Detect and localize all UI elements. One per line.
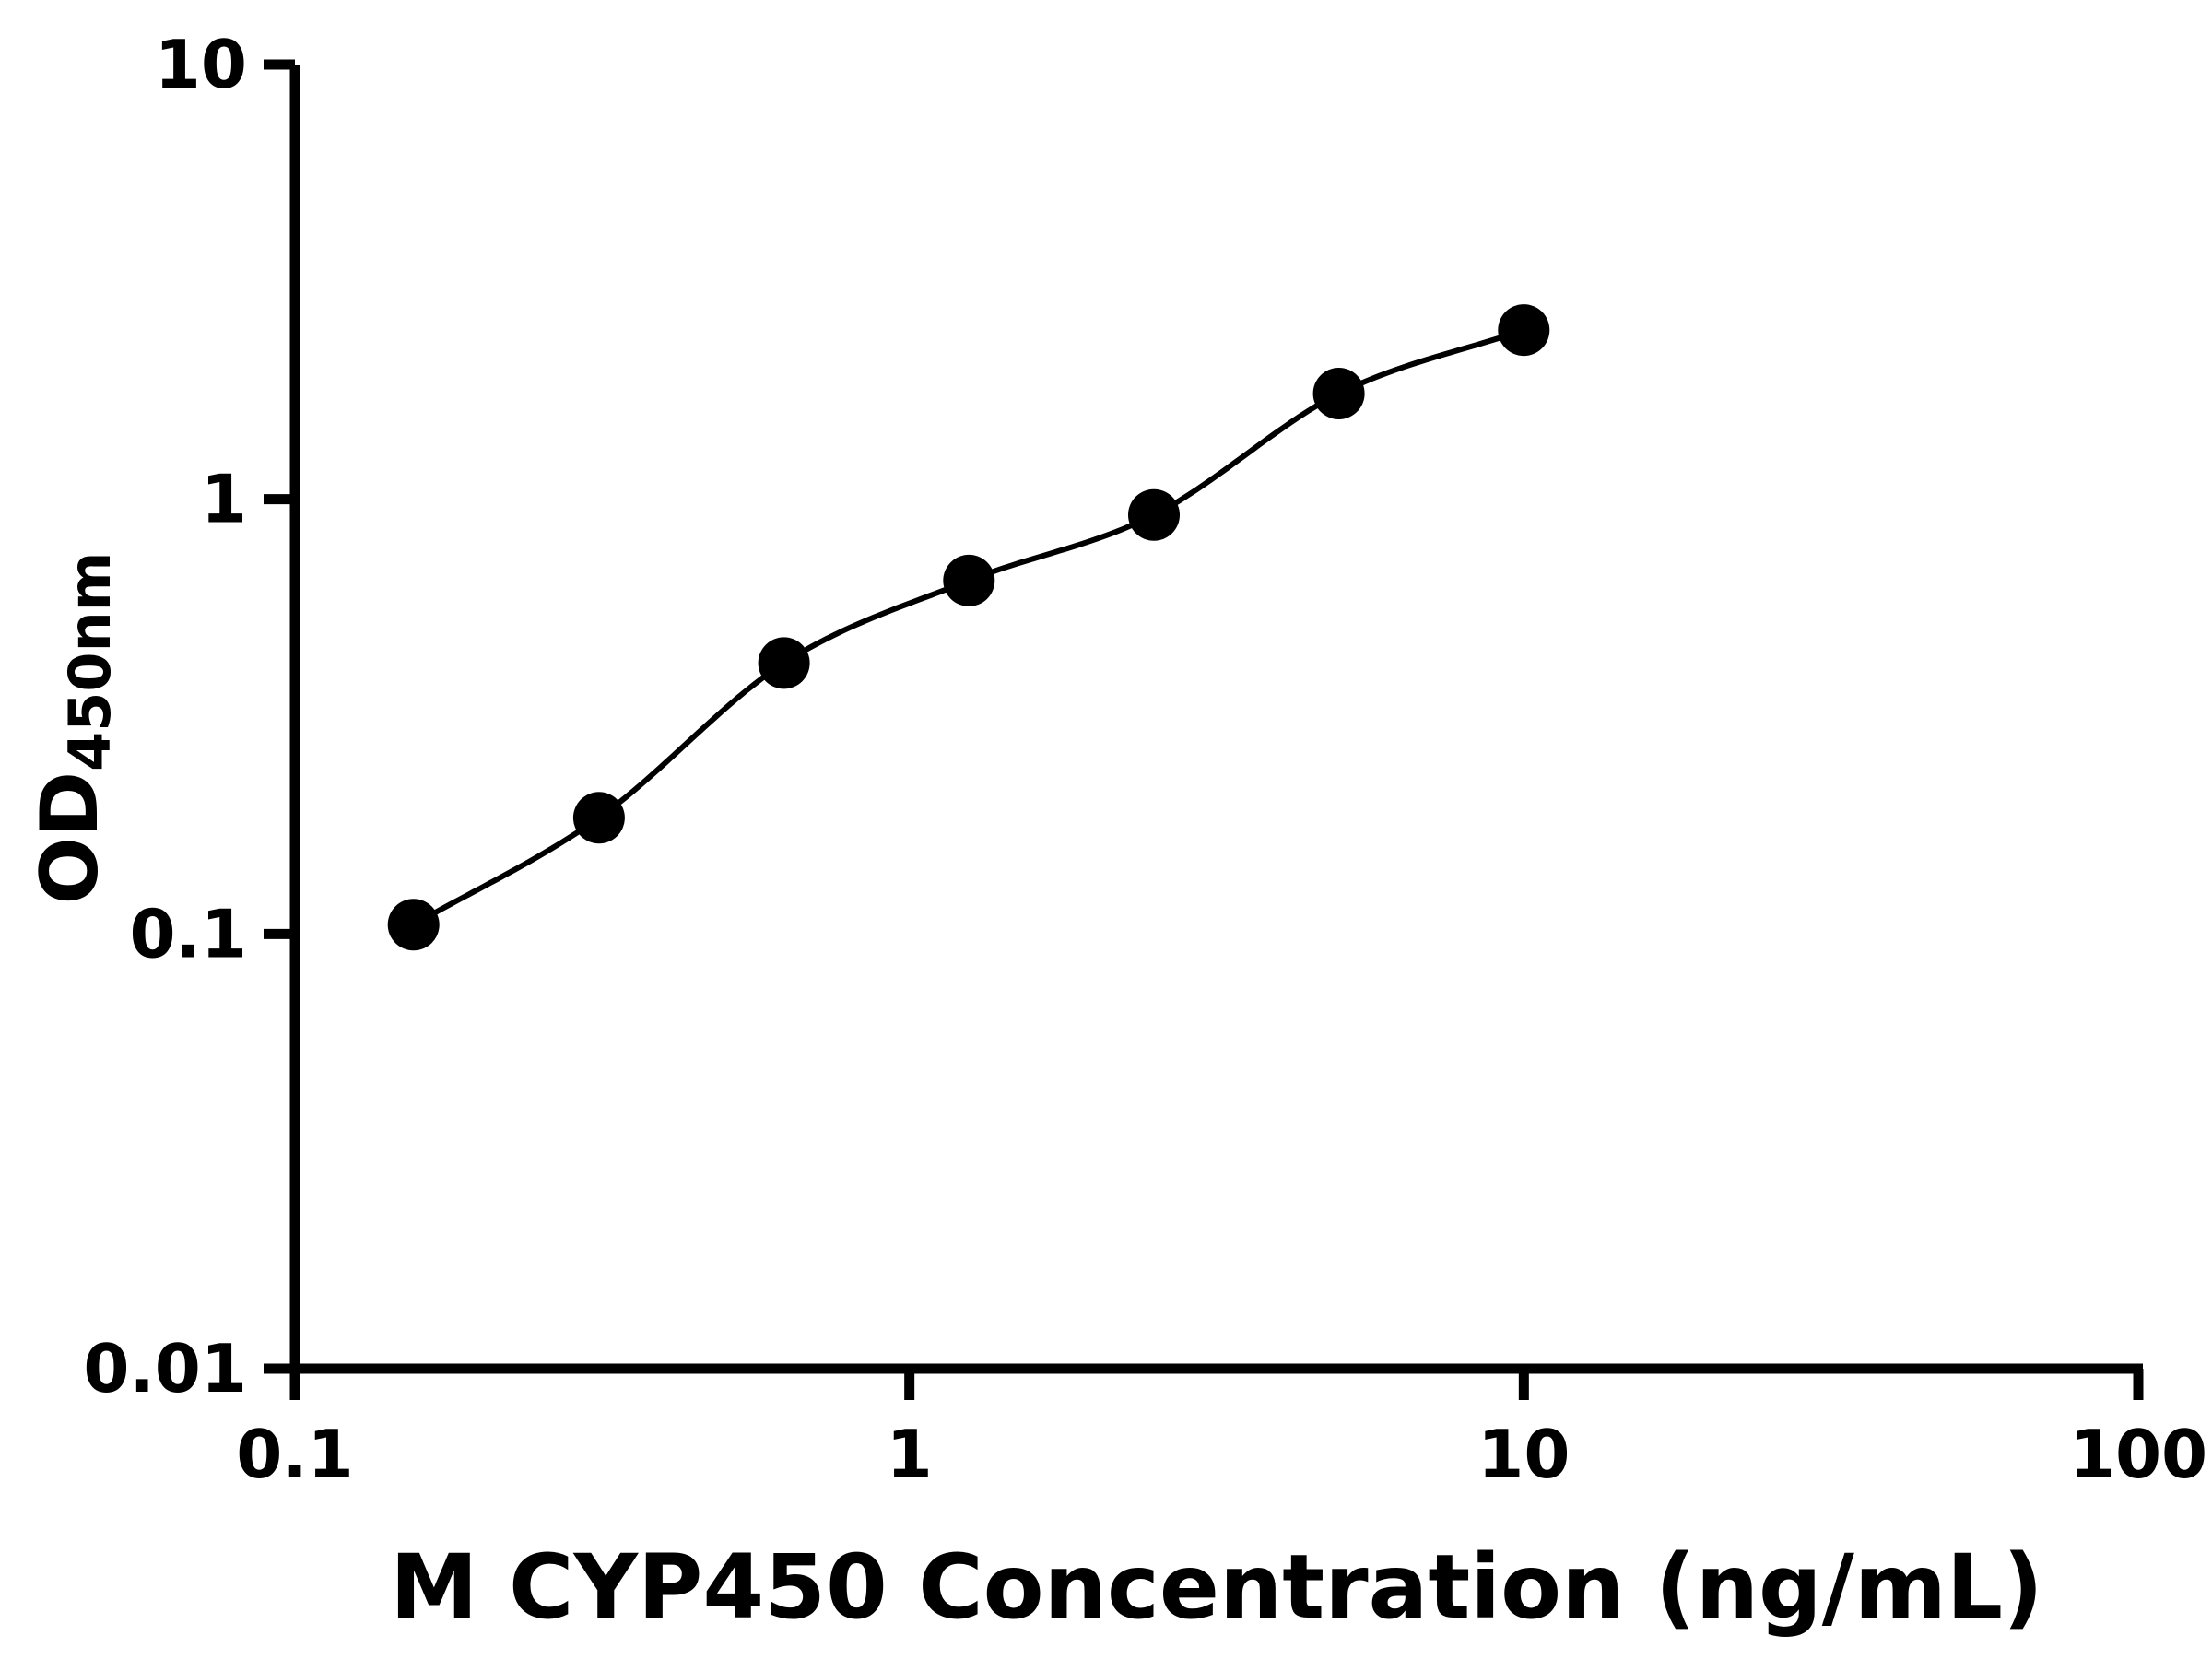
x-tick-label: 100 [2069,1416,2207,1493]
x-tick-label: 1 [887,1416,933,1493]
data-points [387,304,1550,951]
x-axis-label: M CYP450 Concentration (ng/mL) [390,1535,2043,1639]
y-axis-label-subscript: 450nm [56,552,124,771]
y-tick-label: 10 [155,26,247,103]
x-tick-label: 10 [1477,1416,1570,1493]
data-point [758,637,810,689]
x-tick-label: 0.1 [236,1416,354,1493]
data-point [572,792,625,844]
tick-labels: 0.1 1 10 100 0.01 0.1 1 10 [83,26,2207,1493]
data-point [1128,488,1180,541]
y-tick-label: 0.01 [83,1330,247,1407]
data-point [1312,368,1365,419]
y-axis-label: OD450nm [24,552,124,905]
data-point [387,899,440,951]
y-axis-label-main: OD [24,771,116,905]
axes [289,65,2143,1374]
tick-marks [264,59,2144,1400]
data-point [943,554,995,606]
y-tick-label: 1 [201,461,247,538]
y-tick-label: 0.1 [129,895,247,972]
data-point [1498,304,1550,357]
fit-curve [398,327,1527,935]
